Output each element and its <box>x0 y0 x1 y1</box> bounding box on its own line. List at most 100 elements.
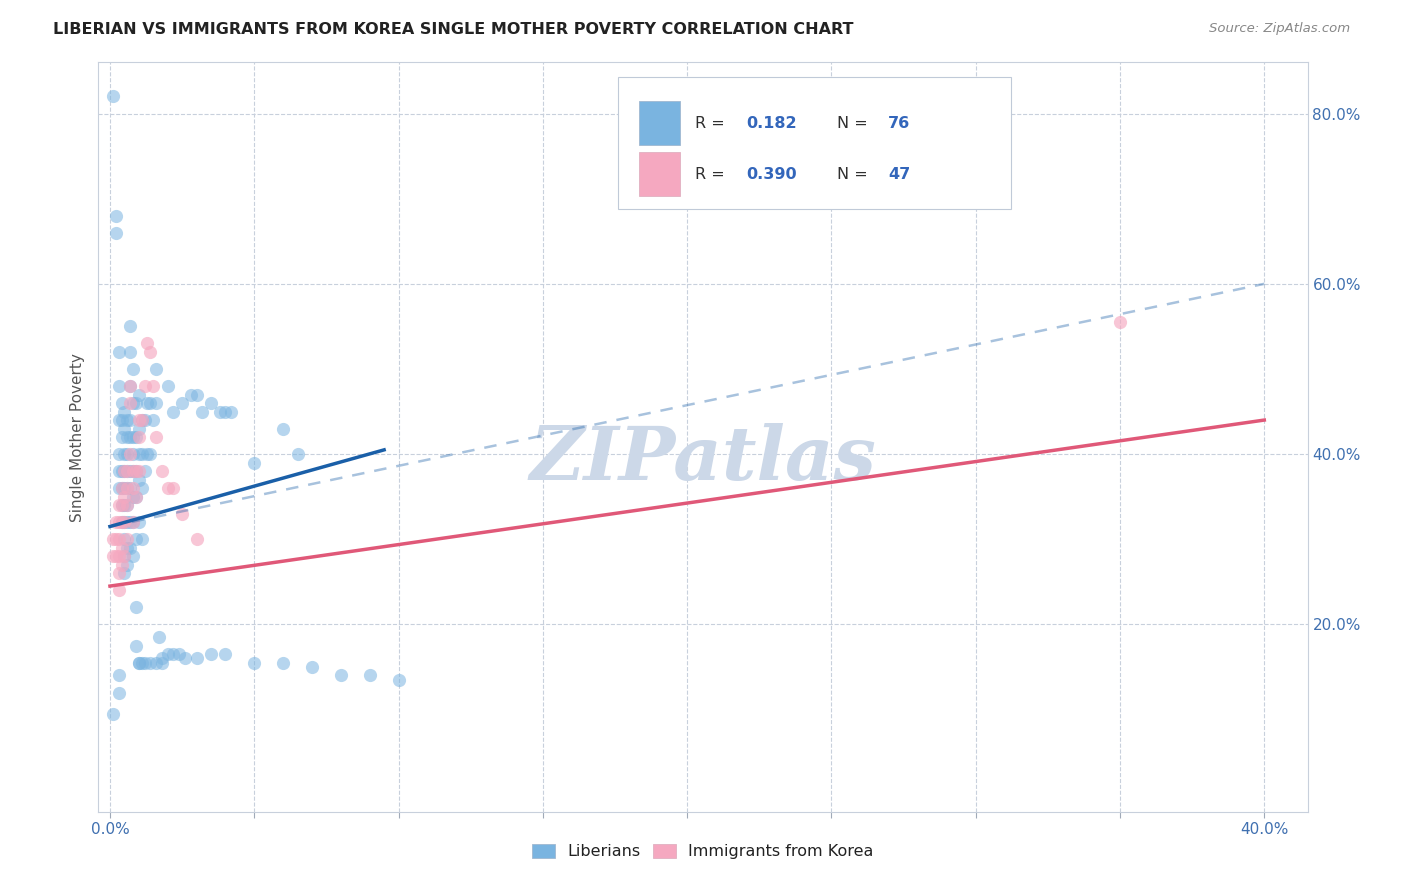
Text: LIBERIAN VS IMMIGRANTS FROM KOREA SINGLE MOTHER POVERTY CORRELATION CHART: LIBERIAN VS IMMIGRANTS FROM KOREA SINGLE… <box>53 22 853 37</box>
Point <box>120 396 142 410</box>
Point <box>150 656 173 670</box>
Point <box>107 413 129 427</box>
Point <box>219 404 242 418</box>
Point <box>271 421 294 435</box>
Point <box>145 362 167 376</box>
Point <box>128 387 150 401</box>
Point <box>107 549 129 564</box>
Point <box>1109 315 1132 329</box>
Point <box>117 481 139 495</box>
Point <box>112 447 135 461</box>
Text: N =: N = <box>837 116 868 130</box>
Point <box>162 481 184 495</box>
Point <box>112 498 135 512</box>
Point <box>186 387 208 401</box>
Point <box>120 379 142 393</box>
Point <box>117 498 139 512</box>
Point <box>122 430 145 444</box>
Point <box>122 464 145 478</box>
Point <box>125 464 148 478</box>
Point <box>112 515 135 529</box>
Point <box>134 464 156 478</box>
Point <box>128 473 150 487</box>
Point <box>120 447 142 461</box>
Point <box>110 481 132 495</box>
Point <box>110 430 132 444</box>
Point <box>107 498 129 512</box>
Point <box>122 464 145 478</box>
Point <box>107 515 129 529</box>
Point <box>122 396 145 410</box>
Point <box>125 396 148 410</box>
Text: 0.182: 0.182 <box>747 116 797 130</box>
Point <box>156 379 179 393</box>
Point <box>131 533 153 547</box>
Point <box>120 319 142 334</box>
Point <box>122 481 145 495</box>
Point <box>120 464 142 478</box>
FancyBboxPatch shape <box>638 102 681 145</box>
Point <box>139 345 162 359</box>
Point <box>125 533 148 547</box>
Point <box>134 379 156 393</box>
Point <box>180 387 202 401</box>
Point <box>117 515 139 529</box>
Point <box>139 447 162 461</box>
Point <box>174 651 197 665</box>
Y-axis label: Single Mother Poverty: Single Mother Poverty <box>70 352 86 522</box>
Point <box>200 647 222 661</box>
Point <box>117 464 139 478</box>
Point <box>172 507 194 521</box>
Point <box>104 226 127 240</box>
Point <box>117 447 139 461</box>
FancyBboxPatch shape <box>638 153 681 196</box>
Point <box>117 558 139 572</box>
Point <box>122 515 145 529</box>
Point <box>112 464 135 478</box>
Point <box>122 362 145 376</box>
Text: R =: R = <box>695 167 724 182</box>
Point <box>104 533 127 547</box>
Point <box>186 651 208 665</box>
Point <box>120 345 142 359</box>
Point <box>110 396 132 410</box>
Point <box>214 404 236 418</box>
Point <box>125 430 148 444</box>
Point <box>117 481 139 495</box>
Point <box>150 464 173 478</box>
Point <box>243 456 266 470</box>
Point <box>110 558 132 572</box>
Point <box>112 566 135 581</box>
Point <box>172 396 194 410</box>
Point <box>136 447 159 461</box>
Point <box>122 515 145 529</box>
Point <box>243 656 266 670</box>
Point <box>134 413 156 427</box>
Point <box>120 413 142 427</box>
Point <box>156 647 179 661</box>
Legend: Liberians, Immigrants from Korea: Liberians, Immigrants from Korea <box>524 837 882 867</box>
Point <box>139 396 162 410</box>
Point <box>117 541 139 555</box>
Text: N =: N = <box>837 167 868 182</box>
Point <box>122 549 145 564</box>
Point <box>117 413 139 427</box>
Point <box>112 515 135 529</box>
Text: 47: 47 <box>889 167 910 182</box>
Point <box>117 533 139 547</box>
Point <box>112 549 135 564</box>
Point <box>131 413 153 427</box>
Point <box>104 209 127 223</box>
Point <box>112 490 135 504</box>
Point <box>112 533 135 547</box>
Point <box>112 404 135 418</box>
Point <box>186 533 208 547</box>
Point <box>359 668 381 682</box>
Text: R =: R = <box>695 116 724 130</box>
Point <box>107 464 129 478</box>
Point <box>167 647 190 661</box>
Point <box>101 533 124 547</box>
Point <box>131 481 153 495</box>
Text: Source: ZipAtlas.com: Source: ZipAtlas.com <box>1209 22 1350 36</box>
Point <box>162 404 184 418</box>
